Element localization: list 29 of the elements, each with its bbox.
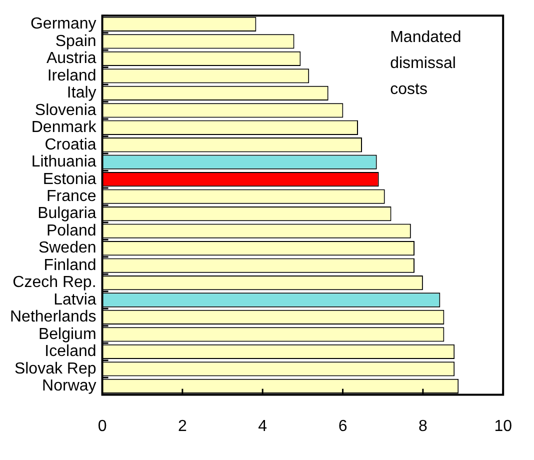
y-tick-label: Denmark: [31, 119, 98, 136]
annotation: Mandated dismissal costs: [390, 29, 462, 98]
y-tick-label: France: [46, 188, 96, 205]
x-tick-label: 2: [178, 418, 187, 435]
y-tick-label: Czech Rep.: [12, 274, 96, 292]
x-tick-label: 8: [418, 418, 428, 435]
x-tick-label: 6: [338, 418, 348, 435]
y-tick-label: Ireland: [47, 67, 96, 84]
y-tick-label: Slovenia: [34, 102, 96, 119]
y-tick-label: Latvia: [54, 291, 96, 308]
y-tick-label: Bulgaria: [38, 205, 96, 222]
y-tick-label: Iceland: [44, 343, 96, 360]
y-tick-label: Spain: [55, 32, 96, 50]
y-tick-label: Norway: [42, 378, 96, 395]
y-tick-label: Finland: [44, 256, 96, 274]
y-tick-label: Croatia: [44, 136, 96, 154]
y-tick-label: Germany: [30, 16, 96, 33]
y-tick-label: Lithuania: [31, 154, 96, 171]
y-tick-label: Estonia: [42, 170, 96, 188]
y-tick-label: Belgium: [38, 326, 96, 343]
y-tick-label: Italy: [66, 84, 96, 102]
y-tick-label: Austria: [46, 50, 96, 68]
x-tick-label: 10: [494, 418, 512, 435]
y-tick-label: Slovak Rep: [14, 360, 96, 378]
y-tick-label: Poland: [46, 222, 96, 240]
y-tick-label: Netherlands: [10, 308, 96, 326]
x-tick-label: 0: [98, 418, 107, 435]
x-tick-label: 4: [258, 418, 268, 435]
y-tick-label: Sweden: [38, 240, 96, 257]
